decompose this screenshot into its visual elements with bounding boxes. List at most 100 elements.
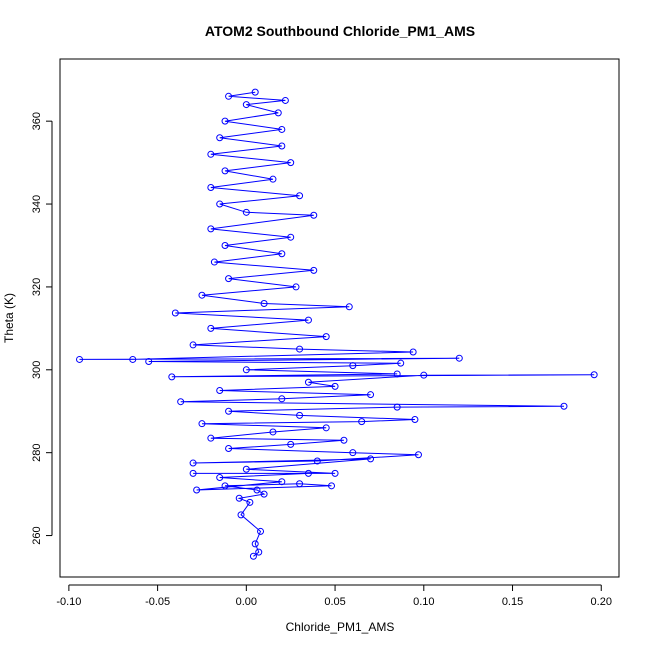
data-point	[349, 362, 357, 370]
data-point	[216, 200, 224, 208]
data-point	[409, 348, 417, 356]
data-point	[249, 552, 257, 560]
data-point	[393, 370, 401, 378]
data-point	[331, 469, 339, 477]
data-point	[393, 403, 401, 411]
data-point	[310, 266, 318, 274]
data-point	[322, 424, 330, 432]
x-tick-label: 0.20	[591, 596, 612, 608]
data-point	[251, 540, 259, 548]
data-point	[221, 117, 229, 125]
data-point	[287, 159, 295, 167]
data-point	[207, 225, 215, 233]
data-point	[367, 391, 375, 399]
y-tick-label: 320	[31, 278, 43, 296]
data-point	[304, 469, 312, 477]
data-point	[278, 478, 286, 486]
data-point	[242, 208, 250, 216]
x-tick-label: 0.10	[413, 596, 434, 608]
data-point	[328, 482, 336, 490]
data-point	[420, 371, 428, 379]
data-point	[260, 299, 268, 307]
data-point	[292, 283, 300, 291]
data-point	[304, 378, 312, 386]
data-point	[129, 355, 137, 363]
data-point	[358, 418, 366, 426]
y-tick-label: 280	[31, 444, 43, 462]
data-point	[242, 465, 250, 473]
data-point	[246, 498, 254, 506]
data-point	[269, 428, 277, 436]
data-point	[590, 371, 598, 379]
data-point	[225, 407, 233, 415]
data-point	[207, 434, 215, 442]
data-point	[414, 451, 422, 459]
data-point	[242, 366, 250, 374]
data-point	[221, 167, 229, 175]
data-point	[455, 354, 463, 362]
data-point	[221, 241, 229, 249]
x-tick-label: -0.05	[145, 596, 170, 608]
data-point	[340, 436, 348, 444]
data-point	[313, 457, 321, 465]
data-point	[397, 359, 405, 367]
y-axis: 260 280 300 320 340 360	[31, 112, 53, 545]
data-point	[255, 548, 263, 556]
x-tick-label: -0.10	[56, 596, 81, 608]
x-axis-label: Chloride_PM1_AMS	[286, 620, 395, 634]
data-point	[253, 486, 261, 494]
data-point	[349, 449, 357, 457]
data-point	[278, 125, 286, 133]
data-point	[216, 474, 224, 482]
data-point	[237, 511, 245, 519]
data-point	[216, 134, 224, 142]
y-tick-label: 300	[31, 361, 43, 379]
data-point	[257, 527, 265, 535]
data-point	[260, 490, 268, 498]
data-point	[198, 420, 206, 428]
data-point	[189, 341, 197, 349]
data-point	[296, 192, 304, 200]
data-point	[207, 150, 215, 158]
data-point	[207, 183, 215, 191]
data-point	[287, 233, 295, 241]
data-point	[310, 211, 318, 219]
data-point	[281, 96, 289, 104]
data-point	[207, 324, 215, 332]
data-point	[221, 482, 229, 490]
plot-area	[76, 88, 598, 560]
data-point	[331, 382, 339, 390]
series-line	[79, 91, 595, 557]
data-point	[287, 440, 295, 448]
x-tick-label: 0.15	[502, 596, 523, 608]
y-tick-label: 260	[31, 526, 43, 544]
data-point	[560, 402, 568, 410]
data-point	[367, 455, 375, 463]
data-point	[225, 275, 233, 283]
data-point	[189, 469, 197, 477]
data-point	[189, 459, 197, 467]
y-axis-label: Theta (K)	[2, 293, 16, 343]
data-point	[304, 316, 312, 324]
data-point	[274, 109, 282, 117]
data-point	[296, 411, 304, 419]
data-point	[322, 333, 330, 341]
x-axis: -0.10 -0.05 0.00 0.05 0.10 0.15 0.20	[56, 584, 612, 608]
data-point	[225, 445, 233, 453]
data-point	[296, 345, 304, 353]
data-point	[296, 480, 304, 488]
data-point	[216, 387, 224, 395]
x-tick-label: 0.00	[236, 596, 257, 608]
data-point	[177, 398, 185, 406]
data-point	[171, 309, 179, 317]
data-point	[76, 355, 84, 363]
data-point	[278, 250, 286, 258]
data-point	[193, 486, 201, 494]
data-point	[411, 416, 419, 424]
data-point	[198, 291, 206, 299]
data-point	[145, 358, 153, 366]
y-tick-label: 360	[31, 112, 43, 130]
data-point	[251, 88, 259, 96]
y-tick-label: 340	[31, 195, 43, 213]
